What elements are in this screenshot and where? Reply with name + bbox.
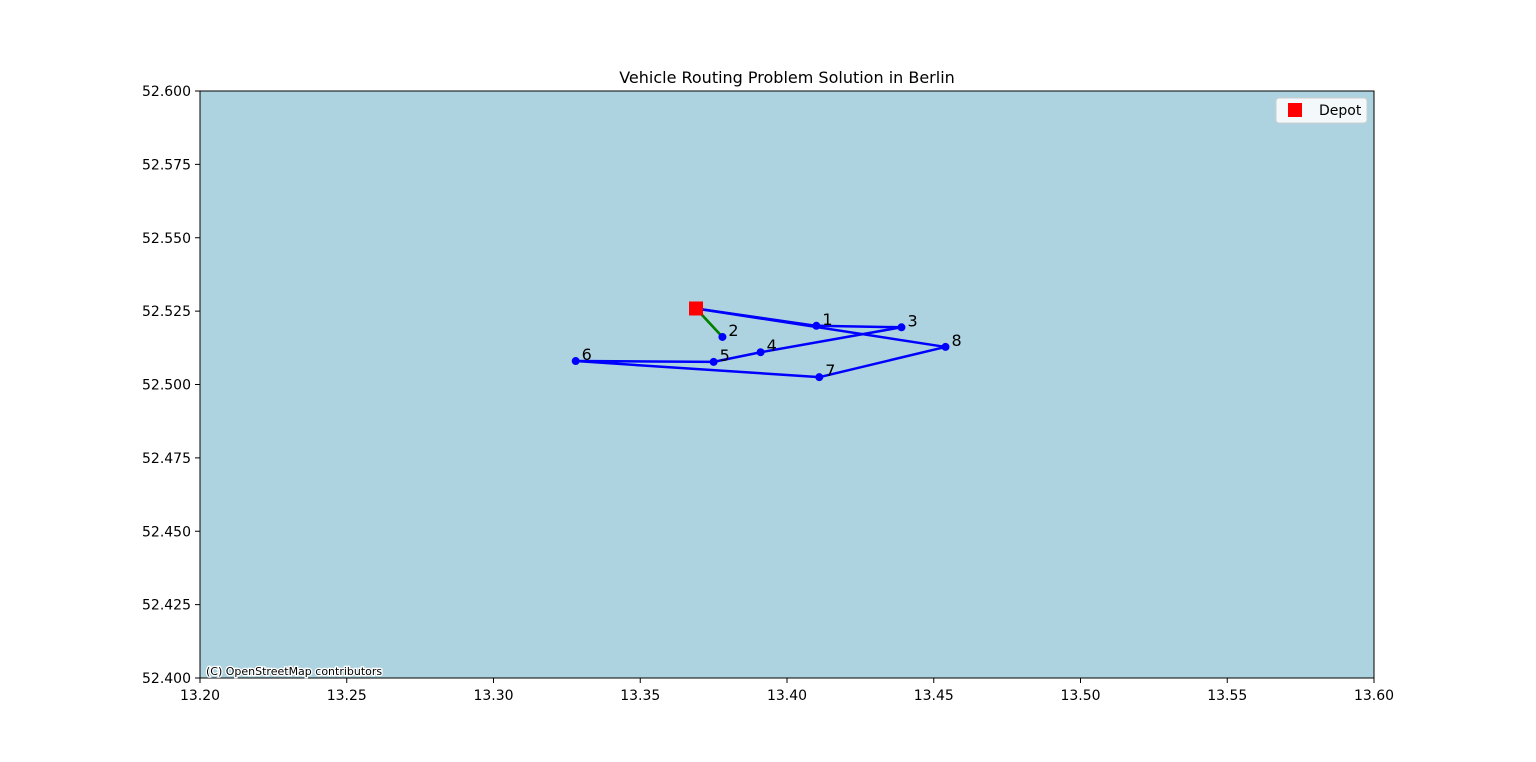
plot-area-background [200,91,1374,678]
x-tick-label: 13.40 [767,688,807,704]
x-tick-label: 13.50 [1060,688,1100,704]
customer-label-4: 4 [767,336,777,355]
y-tick-label: 52.400 [142,671,191,687]
customer-point-4 [756,348,765,357]
y-tick-label: 52.450 [142,524,191,540]
x-tick-label: 13.45 [914,688,954,704]
x-tick-label: 13.35 [620,688,660,704]
x-tick-label: 13.25 [327,688,367,704]
legend: Depot [1275,97,1368,124]
legend-depot-marker [1288,103,1302,117]
chart-title: Vehicle Routing Problem Solution in Berl… [619,68,955,87]
customer-label-3: 3 [907,311,917,330]
customer-point-1 [812,321,821,330]
route-1-segment [759,326,903,354]
legend-depot-label: Depot [1319,103,1362,119]
customer-label-6: 6 [582,345,592,364]
customer-label-8: 8 [951,331,961,350]
y-tick-label: 52.550 [142,231,191,247]
y-axis: 52.400 52.425 52.450 52.475 52.500 52.525 52.5… [142,84,200,687]
customer-point-3 [897,323,906,332]
route-1-segment [815,324,903,329]
y-tick-label: 52.525 [142,304,191,320]
depot-marker [689,301,704,316]
y-tick-label: 52.475 [142,451,191,467]
route-1-segment [574,359,821,379]
customer-point-2 [718,332,727,341]
points-layer [571,301,950,382]
x-tick-label: 13.60 [1354,688,1394,704]
x-tick-label: 13.55 [1207,688,1247,704]
customer-point-6 [571,357,580,366]
route-1-segment [694,307,947,349]
customer-label-1: 1 [822,310,832,329]
customer-label-7: 7 [825,361,835,380]
point-labels-layer: 1 2 3 4 5 6 7 8 [582,310,962,380]
customer-label-2: 2 [728,321,738,340]
customer-point-7 [815,373,824,382]
y-tick-label: 52.425 [142,598,191,614]
x-axis: 13.20 13.25 13.30 13.35 13.40 13.45 13.50 13.55… [180,678,1394,704]
route-1-segment [712,350,762,364]
route-1-segment [818,345,947,379]
x-tick-label: 13.30 [473,688,513,704]
y-tick-label: 52.575 [142,157,191,173]
route-1-segment [574,359,715,364]
customer-label-5: 5 [720,346,730,365]
map-attribution: (C) OpenStreetMap contributors [206,665,382,678]
customer-point-5 [709,357,718,366]
y-tick-label: 52.500 [142,378,191,394]
x-tick-label: 13.20 [180,688,220,704]
customer-point-8 [941,342,950,351]
y-tick-label: 52.600 [142,84,191,100]
